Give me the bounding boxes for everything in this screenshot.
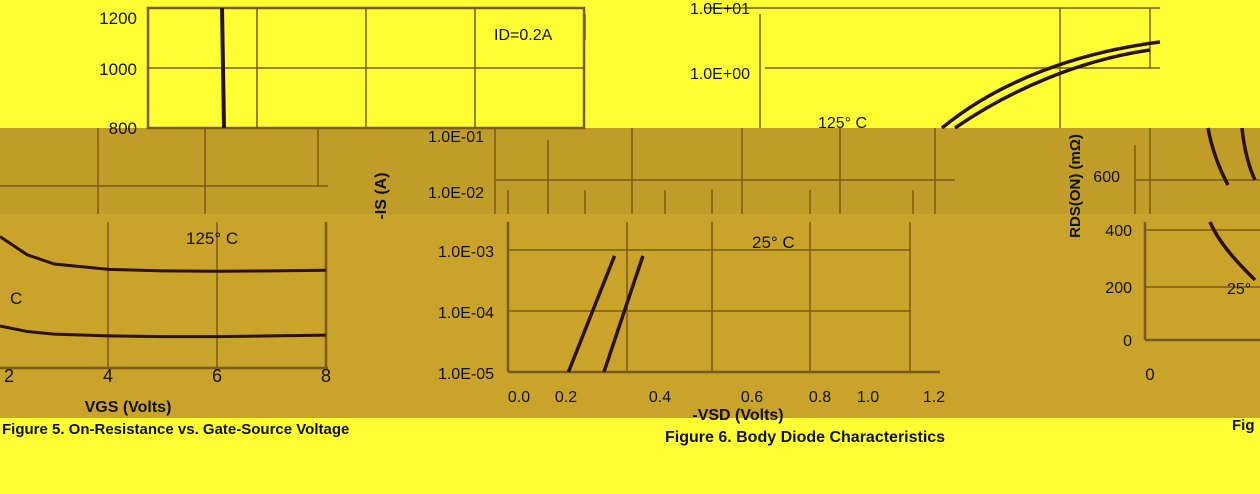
middle-chart-curves (566, 255, 645, 373)
right-y-tick-600: 600 (1093, 169, 1120, 186)
mid-y-tick-1e-3: 1.0E-03 (438, 244, 494, 261)
mid-x-tick-06: 0.6 (741, 389, 763, 406)
left-x-axis-label: VGS (Volts) (85, 399, 172, 416)
mid-annotation-25c: 25° C (752, 233, 795, 252)
mid-y-tick-1e-5: 1.0E-05 (438, 366, 494, 383)
left-x-tick-4: 4 (103, 366, 113, 386)
left-x-tick-2: 2 (4, 366, 14, 386)
left-y-tick-1200: 1200 (99, 9, 137, 28)
right-chart-curves (940, 40, 1257, 282)
left-x-tick-6: 6 (212, 366, 222, 386)
caption-band (0, 418, 1260, 494)
right-y-tick-400: 400 (1105, 223, 1132, 240)
mid-y-tick-1e-2: 1.0E-02 (428, 185, 484, 202)
lower-band (0, 214, 1260, 418)
left-chart-lower-grid (0, 128, 328, 370)
mid-x-tick-0: 0.0 (508, 389, 530, 406)
mid-x-tick-04: 0.4 (649, 389, 671, 406)
mid-y-tick-1e-1: 1.0E-01 (428, 129, 484, 146)
left-chart-top-frame (146, 6, 586, 130)
left-chart-curve-lower (0, 324, 327, 339)
left-chart-steep-curve (220, 7, 226, 129)
middle-chart-grid (494, 7, 1160, 374)
mid-x-tick-08: 0.8 (809, 389, 831, 406)
left-x-tick-8: 8 (321, 366, 331, 386)
mid-x-tick-12: 1.2 (923, 389, 945, 406)
mid-y-tick-1e0: 1.0E+00 (690, 66, 750, 83)
middle-chart-series-1 (602, 255, 645, 373)
left-annotation-c: C (10, 289, 22, 308)
figure-7-caption-fragment: Fig (1232, 417, 1255, 434)
left-annotation-125c: 125° C (186, 229, 238, 248)
mid-x-tick-10: 1.0 (857, 389, 879, 406)
left-y-tick-1000: 1000 (99, 60, 137, 79)
mid-annotation-125c: 125° C (818, 115, 867, 132)
right-annotation-25c: 25° (1227, 281, 1251, 298)
mid-x-axis-label: -VSD (Volts) (692, 407, 783, 424)
figure-6-caption: Figure 6. Body Diode Characteristics (665, 429, 945, 446)
right-y-tick-200: 200 (1105, 280, 1132, 297)
left-annotation-id: ID=0.2A (494, 27, 553, 44)
left-y-tick-800: 800 (109, 119, 137, 138)
mid-y-tick-1e-4: 1.0E-04 (438, 305, 494, 322)
mid-y-tick-1e1: 1.0E+01 (690, 1, 750, 18)
right-y-axis-label: RDS(ON) (mΩ) (1067, 134, 1084, 238)
left-chart-curve-125c (0, 235, 327, 273)
mid-x-tick-02: 0.2 (555, 389, 577, 406)
middle-band (0, 128, 1260, 214)
right-y-tick-0: 0 (1123, 333, 1132, 350)
middle-chart-series-0 (566, 255, 617, 373)
text-layer: 1200 1000 800 ID=0.2A 125° C C 2 4 6 8 V… (2, 1, 1255, 446)
figure-5-caption: Figure 5. On-Resistance vs. Gate-Source … (2, 421, 349, 438)
top-band (0, 0, 1260, 128)
mid-y-axis-label: -IS (A) (373, 172, 390, 219)
right-chart-grid (765, 8, 1260, 342)
right-x-tick-0: 0 (1145, 365, 1154, 384)
